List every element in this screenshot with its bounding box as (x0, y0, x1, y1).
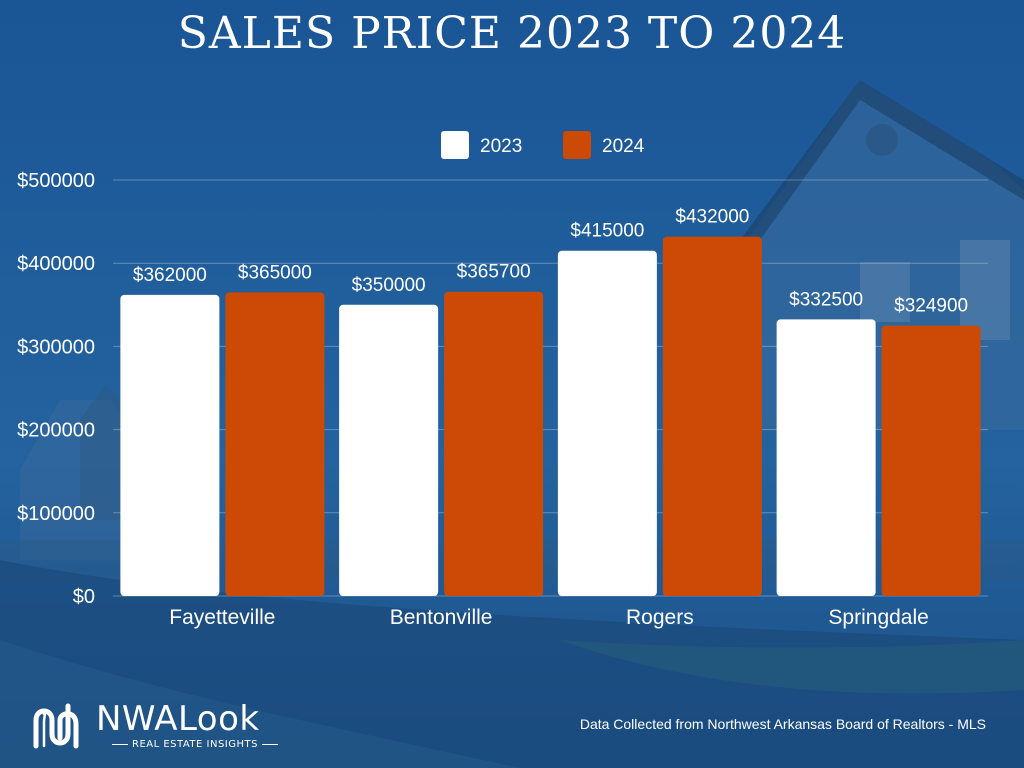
bar (776, 319, 876, 596)
x-tick-label: Fayetteville (169, 606, 275, 629)
bar-value-label: $332500 (789, 289, 863, 310)
bar (557, 250, 657, 596)
logo-wordmark: NWALook (96, 699, 260, 739)
x-tick-label: Bentonville (390, 606, 493, 629)
x-tick-label: Rogers (626, 606, 694, 629)
bar (225, 292, 325, 596)
bar-value-label: $432000 (675, 207, 749, 228)
y-tick-label: $500000 (17, 170, 95, 192)
y-tick-label: $300000 (17, 336, 95, 358)
legend-swatch (441, 131, 469, 159)
bar (339, 304, 439, 596)
y-tick-label: $100000 (17, 503, 95, 525)
legend-swatch (563, 131, 591, 159)
x-tick-label: Springdale (828, 606, 928, 629)
data-source-note: Data Collected from Northwest Arkansas B… (579, 716, 986, 732)
legend-label: 2023 (480, 136, 522, 157)
bar-value-label: $415000 (570, 221, 644, 242)
nwalook-logo: NWALook REAL ESTATE INSIGHTS (30, 699, 290, 756)
nwa-n-logo-icon (33, 703, 79, 749)
bar-value-label: $362000 (133, 265, 207, 286)
bar-value-label: $365700 (457, 262, 531, 283)
legend-label: 2024 (602, 136, 645, 157)
bar (120, 294, 220, 596)
bar (662, 236, 762, 597)
bar (881, 325, 981, 596)
bar-value-label: $324900 (894, 296, 968, 317)
y-tick-label: $400000 (17, 253, 95, 275)
bar-value-label: $350000 (352, 275, 426, 296)
bar (444, 291, 544, 596)
chart-title: SALES PRICE 2023 TO 2024 (177, 8, 847, 59)
logo-tagline: REAL ESTATE INSIGHTS (108, 739, 282, 750)
y-tick-label: $0 (73, 586, 95, 608)
bar-value-label: $365000 (238, 262, 312, 283)
y-tick-label: $200000 (17, 420, 95, 442)
